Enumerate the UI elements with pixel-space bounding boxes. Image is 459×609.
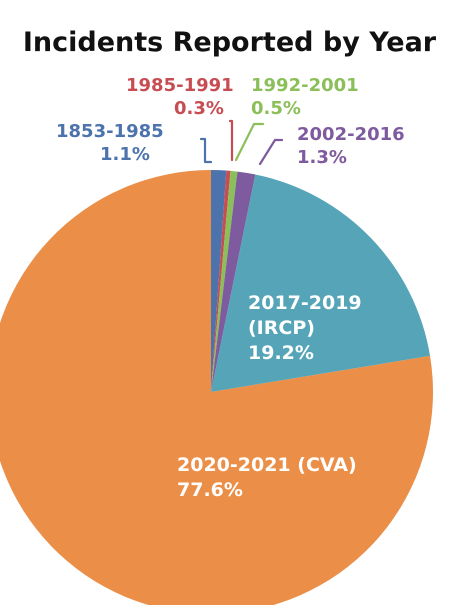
slice-value-1985-1991: 0.3% [174, 98, 224, 119]
chart-title: Incidents Reported by Year [23, 27, 437, 58]
slice-label-2017-2019-line2: (IRCP) [248, 317, 315, 339]
slice-label-1853-1985: 1853-1985 [56, 121, 164, 142]
slice-label-2020-2021: 2020-2021 (CVA) [177, 454, 357, 476]
leader-layer [199, 119, 284, 166]
leader-2002-2016 [258, 138, 284, 166]
slice-label-1992-2001: 1992-2001 [251, 75, 359, 96]
slice-value-2017-2019: 19.2% [248, 342, 314, 364]
slice-2002-2016 [211, 171, 256, 392]
slice-label-2017-2019-line1: 2017-2019 [248, 292, 362, 314]
inside-labels: 2017-2019 (IRCP) 19.2% 2020-2021 (CVA) 7… [177, 292, 362, 501]
leader-1985-1991 [228, 119, 234, 162]
slice-2017-2019 [211, 174, 431, 392]
outside-labels: 1853-1985 1.1% 1985-1991 0.3% 1992-2001 … [56, 75, 405, 168]
slice-value-2002-2016: 1.3% [297, 147, 347, 168]
slice-value-2020-2021: 77.6% [177, 479, 243, 501]
slice-value-1992-2001: 0.5% [251, 98, 301, 119]
slice-1853-1985 [211, 170, 227, 392]
slice-label-2002-2016: 2002-2016 [297, 124, 405, 145]
leader-1853-1985 [199, 137, 213, 164]
slice-1985-1991 [211, 170, 231, 392]
slice-value-1853-1985: 1.1% [100, 144, 150, 165]
slice-2020-2021 [0, 170, 433, 609]
slice-1992-2001 [211, 170, 238, 392]
slice-layer [0, 170, 433, 609]
leader-1992-2001 [234, 122, 265, 162]
slice-label-1985-1991: 1985-1991 [126, 75, 234, 96]
